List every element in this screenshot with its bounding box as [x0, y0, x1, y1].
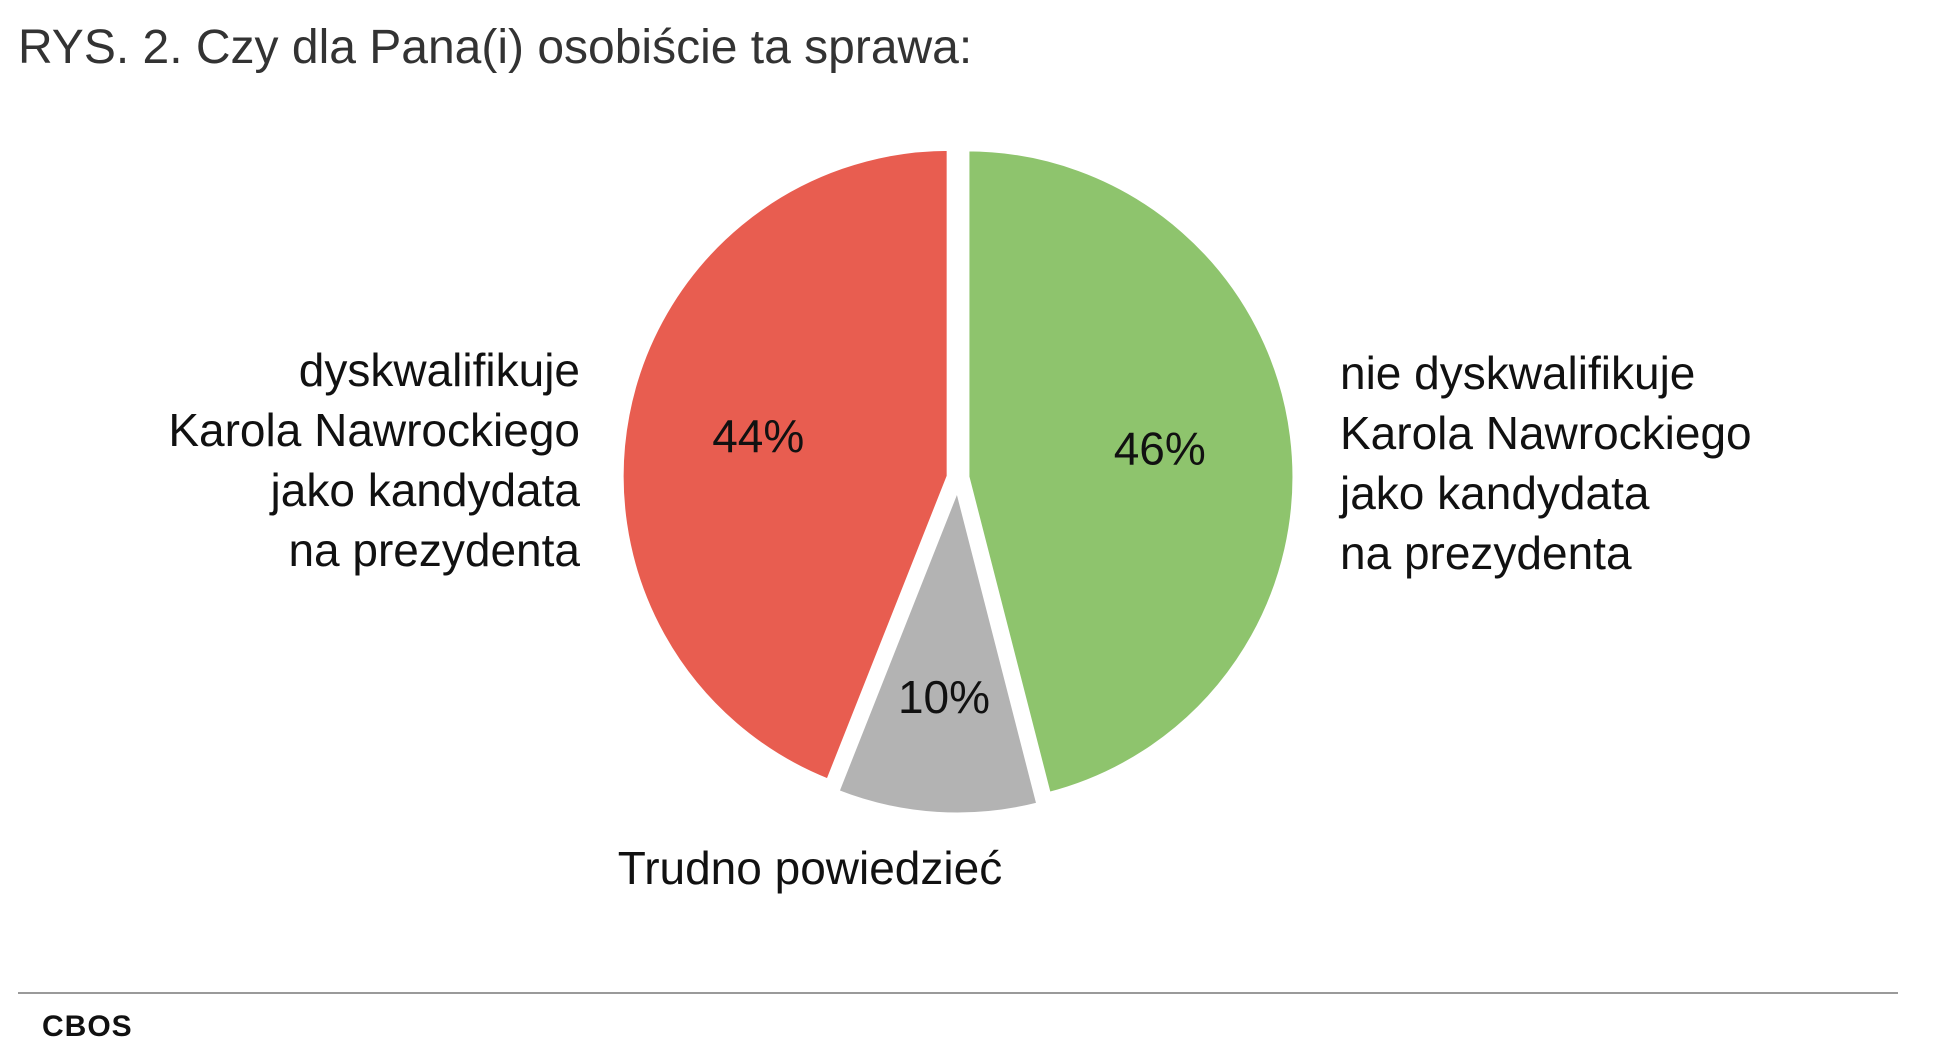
slice-label-line: Karola Nawrockiego: [1340, 407, 1752, 459]
slice-label-line: na prezydenta: [1340, 527, 1632, 579]
pie-slice-dyskwalifikuje: [618, 145, 952, 784]
slice-value-label-dyskwalifikuje: 44%: [712, 410, 804, 462]
slice-value-label-trudno: 10%: [898, 671, 990, 723]
slice-label-line: Trudno powiedzieć: [617, 842, 1003, 894]
slice-label-line: jako kandydata: [270, 464, 580, 516]
slice-label-line: nie dyskwalifikuje: [1340, 347, 1696, 399]
slice-label-nie-dyskwalifikuje: nie dyskwalifikuje Karola Nawrockiego ja…: [1340, 343, 1900, 583]
slice-label-line: Karola Nawrockiego: [168, 404, 580, 456]
footer-divider: [18, 992, 1898, 994]
slice-value-label-nie-dyskwalifikuje: 46%: [1114, 423, 1206, 475]
slice-label-dyskwalifikuje: dyskwalifikuje Karola Nawrockiego jako k…: [40, 340, 580, 580]
slice-label-line: jako kandydata: [1340, 467, 1650, 519]
source-label: CBOS: [42, 1010, 133, 1043]
slice-label-line: dyskwalifikuje: [298, 344, 580, 396]
pie-slice-trudno: [834, 484, 1042, 818]
pie-slice-nie-dyskwalifikuje: [964, 146, 1298, 798]
slice-label-trudno: Trudno powiedzieć: [560, 838, 1060, 898]
chart-title: RYS. 2. Czy dla Pana(i) osobiście ta spr…: [18, 21, 973, 74]
slice-label-line: na prezydenta: [288, 524, 580, 576]
